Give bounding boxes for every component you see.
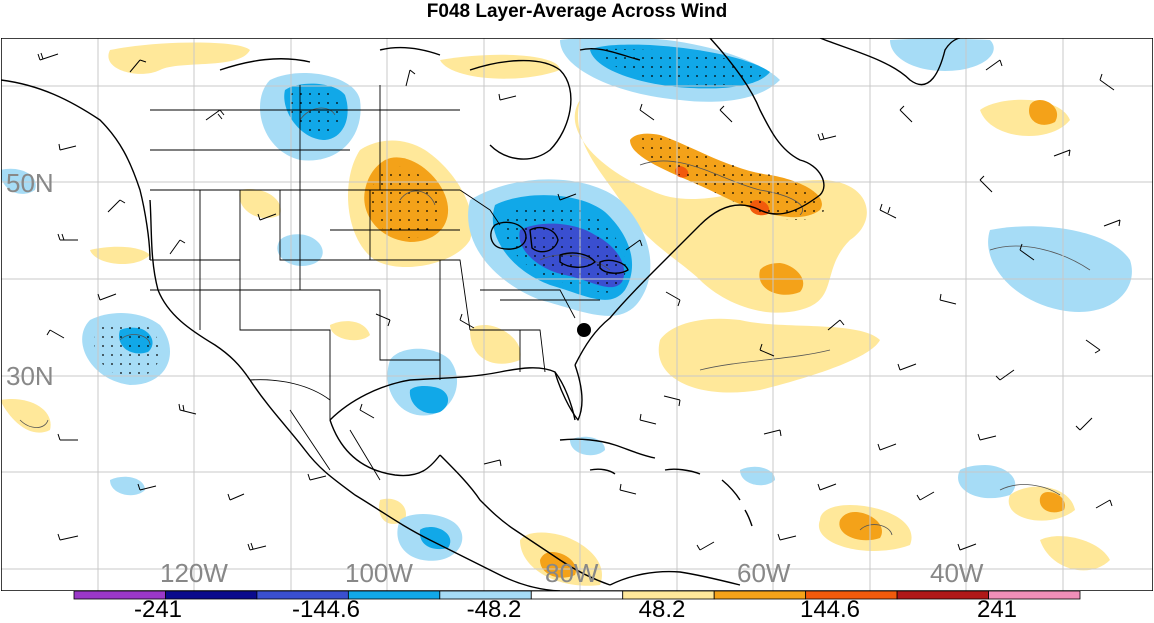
colorbar-label: 144.6 bbox=[799, 596, 861, 623]
colorbar-label: -48.2 bbox=[466, 596, 522, 623]
colorbar-swatch bbox=[988, 590, 1081, 600]
colorbar-swatch bbox=[530, 590, 624, 600]
contour-lines bbox=[19, 107, 1091, 536]
lon-label-40w: 40W bbox=[930, 558, 984, 588]
lon-label-80w: 80W bbox=[545, 558, 599, 588]
lon-label-100w: 100W bbox=[345, 558, 413, 588]
graticule bbox=[1, 38, 1153, 591]
lat-label-50n: 50N bbox=[6, 168, 54, 198]
wind-barbs bbox=[37, 52, 1121, 551]
colorbar-label: -144.6 bbox=[291, 596, 361, 623]
colorbar-swatch bbox=[713, 590, 807, 600]
colorbar-swatch bbox=[896, 590, 989, 600]
colorbar-swatch bbox=[347, 590, 441, 600]
lat-label-30n: 30N bbox=[6, 361, 54, 391]
station-marker bbox=[577, 323, 591, 337]
colorbar bbox=[73, 590, 1081, 600]
coastlines bbox=[1, 38, 961, 591]
lon-label-60w: 60W bbox=[737, 558, 791, 588]
colorbar-label: -241 bbox=[133, 596, 183, 623]
colorbar-label: 241 bbox=[976, 596, 1018, 623]
lon-label-120w: 120W bbox=[160, 558, 228, 588]
state-borders bbox=[150, 85, 600, 481]
colorbar-label: 48.2 bbox=[638, 596, 686, 623]
significance-stipple bbox=[94, 48, 825, 378]
map-title: F048 Layer-Average Across Wind bbox=[426, 1, 728, 22]
map-plot-area bbox=[1, 38, 1153, 591]
